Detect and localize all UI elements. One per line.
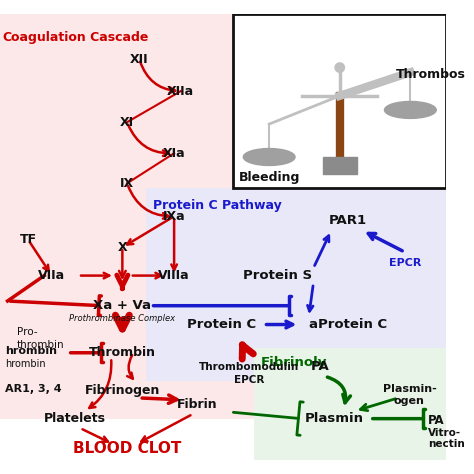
- Text: PA: PA: [428, 414, 445, 427]
- Text: ogen: ogen: [394, 396, 425, 406]
- FancyBboxPatch shape: [254, 348, 446, 460]
- Text: Pro-: Pro-: [17, 327, 37, 337]
- Ellipse shape: [243, 148, 295, 165]
- Text: Prothrombinase Complex: Prothrombinase Complex: [69, 314, 175, 323]
- Text: Vitro-: Vitro-: [428, 428, 461, 438]
- Bar: [323, 157, 357, 174]
- Text: Thrombin: Thrombin: [89, 346, 156, 359]
- Text: hrombin: hrombin: [5, 359, 46, 369]
- FancyBboxPatch shape: [233, 14, 446, 188]
- Text: XII: XII: [130, 53, 149, 65]
- Text: hrombin: hrombin: [5, 346, 57, 356]
- FancyBboxPatch shape: [146, 188, 446, 381]
- Text: Plasmin-: Plasmin-: [383, 383, 436, 393]
- Text: IX: IX: [120, 177, 134, 190]
- Text: PAR1: PAR1: [329, 215, 367, 228]
- Text: VIIa: VIIa: [38, 269, 65, 282]
- Text: TF: TF: [20, 233, 37, 246]
- Text: Platelets: Platelets: [44, 412, 106, 425]
- Text: oagulation Cascade: oagulation Cascade: [11, 31, 149, 44]
- Text: BLOOD CLOT: BLOOD CLOT: [73, 441, 181, 456]
- Text: Bleeding: Bleeding: [238, 171, 300, 184]
- Text: XIa: XIa: [163, 147, 185, 160]
- Text: IXa: IXa: [163, 210, 185, 223]
- Text: Fibrinogen: Fibrinogen: [85, 384, 160, 397]
- Text: thrombin: thrombin: [17, 340, 64, 350]
- Text: nectin: nectin: [428, 439, 465, 449]
- Text: AR1, 3, 4: AR1, 3, 4: [5, 383, 61, 393]
- Text: Thrombos: Thrombos: [396, 68, 466, 81]
- Text: Protein C: Protein C: [187, 318, 256, 331]
- Text: Fibrinoly: Fibrinoly: [261, 356, 327, 369]
- Text: Plasmin: Plasmin: [305, 412, 364, 425]
- Text: Protein S: Protein S: [243, 269, 312, 282]
- Text: C: C: [3, 31, 12, 44]
- Text: VIIIa: VIIIa: [158, 269, 190, 282]
- Ellipse shape: [384, 101, 436, 118]
- Text: Fibrin: Fibrin: [177, 398, 218, 411]
- Text: X: X: [118, 241, 127, 254]
- Circle shape: [335, 63, 345, 73]
- Text: EPCR: EPCR: [234, 375, 264, 385]
- Text: Protein C Pathway: Protein C Pathway: [154, 200, 282, 212]
- FancyBboxPatch shape: [0, 14, 292, 419]
- Text: Thrombomodulin: Thrombomodulin: [199, 362, 300, 372]
- Text: Xa + Va: Xa + Va: [93, 299, 151, 312]
- Text: PA: PA: [310, 360, 329, 374]
- Text: XIIa: XIIa: [167, 85, 194, 98]
- Text: aProtein C: aProtein C: [309, 318, 387, 331]
- Text: EPCR: EPCR: [389, 258, 421, 268]
- Text: XI: XI: [120, 116, 134, 128]
